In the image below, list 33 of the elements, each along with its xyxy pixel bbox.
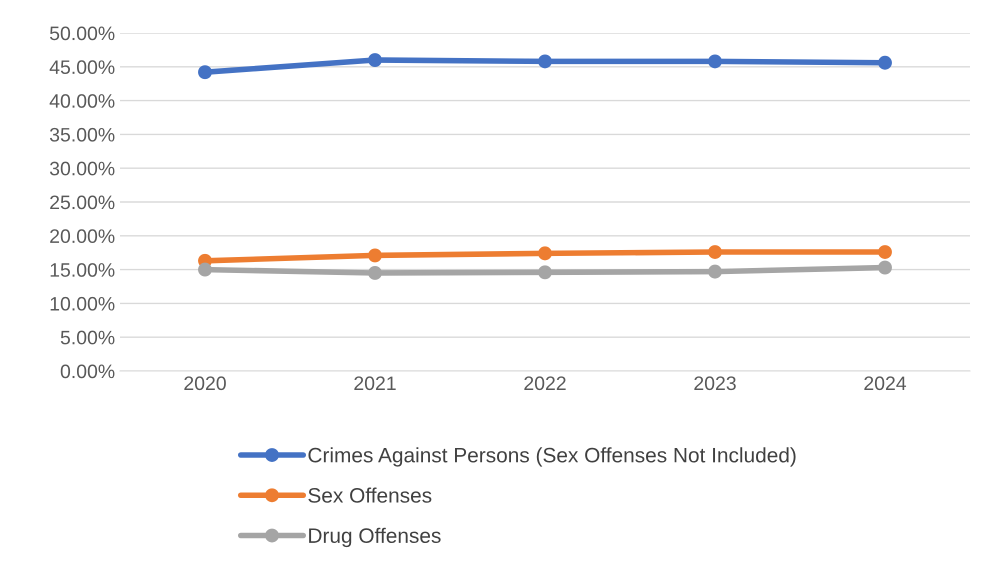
point	[878, 260, 892, 275]
x-tick-label: 2020	[184, 376, 226, 390]
y-tick-label: 10.00%	[50, 296, 114, 311]
y-tick-label: 0.00%	[60, 364, 114, 378]
y-tick-label: 20.00%	[50, 229, 114, 244]
point	[368, 266, 382, 280]
y-tick-label: 5.00%	[60, 330, 114, 344]
legend-label: Drug Offenses	[309, 528, 441, 548]
legend-label: Crimes Against Persons (Sex Offenses Not Included)	[308, 447, 796, 467]
point	[368, 248, 382, 262]
legend-label: Sex Offenses	[308, 487, 432, 503]
x-tick-label: 2024	[864, 376, 906, 390]
point	[538, 54, 552, 68]
y-tick-label: 15.00%	[50, 263, 114, 277]
x-tick-label: 2021	[354, 376, 396, 390]
point	[198, 65, 212, 80]
y-tick-label: 50.00%	[50, 26, 114, 40]
point	[198, 262, 212, 277]
y-tick-label: 35.00%	[50, 128, 114, 142]
point	[708, 245, 722, 259]
point	[878, 56, 892, 70]
y-tick-label: 30.00%	[50, 162, 114, 176]
y-tick-label: 45.00%	[50, 60, 114, 74]
x-tick-label: 2022	[524, 376, 566, 390]
point	[708, 264, 722, 279]
point	[538, 246, 552, 260]
point	[708, 54, 722, 68]
point	[368, 53, 382, 67]
point	[538, 265, 552, 280]
point	[878, 245, 892, 259]
x-tick-label: 2023	[694, 376, 736, 390]
y-tick-label: 40.00%	[50, 94, 114, 108]
y-tick-label: 25.00%	[50, 195, 114, 210]
